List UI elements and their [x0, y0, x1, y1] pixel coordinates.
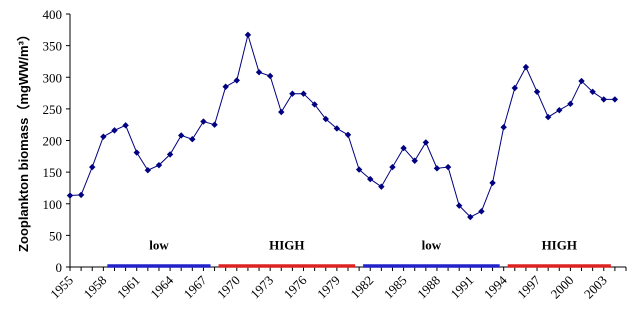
data-point [378, 183, 385, 190]
data-point [178, 132, 185, 139]
x-tick-label: 1967 [181, 272, 210, 301]
series-line [69, 32, 615, 218]
data-point [77, 191, 85, 199]
data-point [489, 179, 496, 187]
data-point [522, 63, 530, 71]
data-point [66, 192, 74, 199]
data-point [122, 122, 129, 129]
x-tick-label: 1964 [147, 272, 176, 301]
x-tick-label: 1970 [214, 273, 243, 302]
data-point [89, 163, 96, 171]
data-point [544, 113, 552, 121]
regime-label: low [422, 237, 442, 252]
x-tick-label: 1985 [381, 273, 410, 302]
data-point [344, 131, 352, 139]
data-point [456, 202, 463, 209]
x-tick-label: 1994 [481, 272, 510, 301]
data-point [611, 96, 619, 103]
data-point [100, 133, 107, 140]
data-point [155, 161, 163, 169]
data-point [567, 100, 574, 108]
regime-label: HIGH [542, 237, 577, 252]
data-point [355, 166, 363, 173]
x-tick-label: 1988 [414, 273, 443, 302]
data-point [244, 31, 252, 39]
data-point [389, 163, 396, 171]
data-point [600, 96, 607, 103]
y-tick-label: 100 [43, 197, 63, 212]
data-point [200, 118, 207, 125]
data-point [255, 68, 263, 76]
y-axis-label: Zooplankton biomass（mgWW/m³） [16, 28, 31, 252]
data-point [278, 108, 285, 116]
data-point [533, 88, 541, 95]
data-point [556, 106, 563, 114]
y-tick-label: 50 [49, 228, 62, 243]
data-point [144, 167, 152, 174]
x-tick-label: 1982 [347, 273, 376, 302]
regime-label: HIGH [269, 237, 304, 252]
data-point [433, 165, 441, 172]
x-tick-label: 1961 [114, 273, 143, 302]
data-point [266, 72, 274, 80]
y-tick-label: 150 [43, 165, 63, 180]
data-point [400, 144, 407, 152]
y-tick-label: 250 [43, 102, 63, 117]
data-point [311, 101, 318, 108]
y-tick-label: 200 [43, 134, 63, 149]
data-point [166, 151, 174, 158]
data-point [467, 213, 474, 221]
data-point [422, 139, 430, 146]
data-series [66, 31, 619, 221]
data-point [511, 84, 518, 92]
y-tick-label: 350 [43, 39, 63, 54]
data-point [133, 149, 140, 156]
x-tick-label: 1973 [247, 273, 276, 302]
data-point [411, 157, 418, 164]
data-point [189, 136, 196, 143]
data-point [478, 208, 485, 215]
y-tick-label: 300 [43, 70, 63, 85]
x-tick-label: 1958 [80, 273, 109, 302]
x-tick-label: 1955 [47, 273, 76, 302]
x-tick-label: 2003 [581, 273, 610, 302]
data-point [500, 124, 507, 131]
data-point [233, 77, 240, 84]
x-tick-label: 2000 [548, 273, 577, 302]
data-point [300, 90, 307, 97]
x-tick-label: 1997 [514, 272, 543, 301]
data-point [111, 127, 118, 134]
axes: 0 50 100 150 200 250 300 350 400 1955 1958 1961 1964… [43, 7, 627, 302]
x-tick-label: 1976 [281, 272, 310, 301]
data-point [289, 90, 296, 97]
y-tick-label: 0 [56, 260, 63, 275]
data-point [222, 83, 229, 90]
data-point [322, 115, 329, 123]
data-point [444, 163, 452, 171]
data-point [589, 88, 596, 95]
data-point [367, 175, 374, 183]
regime-bars: low HIGH low HIGH [107, 237, 611, 268]
x-tick-label: 1979 [314, 273, 343, 302]
regime-label: low [149, 237, 169, 252]
y-tick-label: 400 [43, 7, 63, 22]
data-point [333, 125, 341, 132]
data-point [578, 77, 585, 85]
x-tick-label: 1991 [447, 273, 476, 302]
data-point [211, 121, 218, 128]
